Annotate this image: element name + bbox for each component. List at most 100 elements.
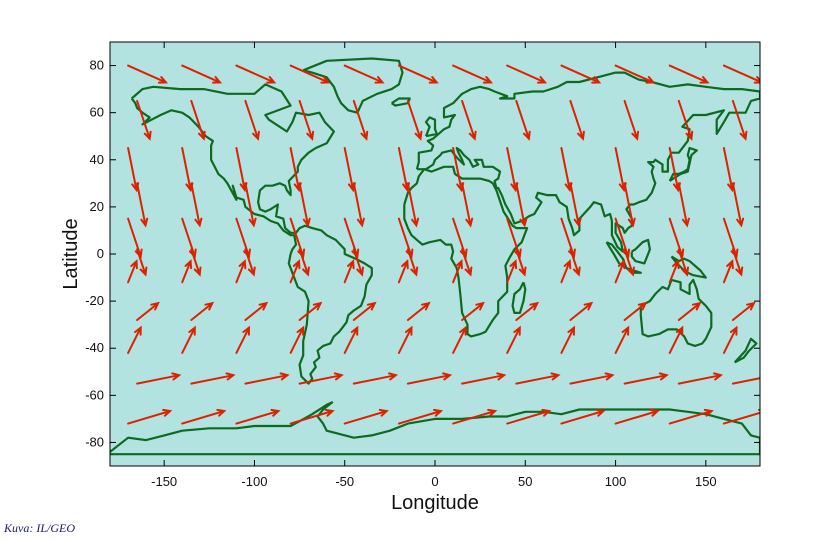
wind-vector (668, 408, 714, 425)
y-axis-label: Latitude (60, 218, 82, 289)
y-tick-label: -40 (85, 340, 104, 355)
wind-vector (352, 372, 399, 385)
wind-vector (136, 182, 149, 228)
coastline-3 (403, 165, 529, 338)
wind-vector (569, 99, 585, 141)
wind-vector (731, 99, 748, 141)
wind-vector (722, 408, 760, 425)
y-tick-label: -60 (85, 387, 104, 402)
wind-vector (506, 408, 552, 425)
wind-vector (136, 372, 182, 385)
wind-vector (298, 372, 344, 385)
wind-vector (515, 182, 528, 228)
wind-vector (677, 248, 689, 277)
coastline-14 (110, 401, 760, 456)
wind-vector (515, 301, 540, 321)
wind-vector (569, 248, 581, 277)
wind-vector (298, 99, 315, 141)
coastline-10 (668, 146, 698, 182)
wind-vector (244, 248, 256, 277)
wind-vector (731, 248, 744, 277)
y-tick-label: 60 (90, 105, 104, 120)
wind-vector (614, 64, 656, 84)
wind-vector (406, 99, 423, 141)
wind-vector (461, 99, 477, 141)
wind-vector (235, 325, 251, 354)
wind-vector (136, 248, 148, 277)
wind-vector (668, 64, 710, 84)
wind-vector (506, 325, 521, 354)
wind-vector (614, 259, 626, 284)
wind-vector (406, 301, 431, 321)
wind-vector (181, 408, 227, 425)
wind-vector (506, 259, 518, 284)
wind-vector (190, 301, 215, 321)
wind-vector (352, 99, 369, 141)
x-tick-label: 50 (518, 474, 532, 489)
wind-vector (461, 372, 507, 385)
wind-vector (569, 372, 615, 385)
wind-vector (397, 64, 439, 84)
wind-vector (397, 408, 444, 425)
wind-vector (461, 301, 485, 321)
image-credit: Kuva: IL/GEO (4, 521, 75, 535)
wind-vector (352, 182, 365, 228)
wind-vector (235, 64, 277, 84)
wind-vector (397, 259, 409, 284)
coastline-2 (415, 71, 760, 253)
wind-vector (668, 325, 684, 354)
x-tick-label: -100 (241, 474, 267, 489)
wind-vector (244, 99, 260, 141)
wind-vector (136, 301, 160, 321)
ocean-background (110, 42, 760, 466)
wind-vector (722, 64, 760, 84)
wind-vector (731, 301, 756, 321)
wind-vector (722, 325, 738, 354)
wind-vector (190, 182, 203, 228)
wind-vector (127, 325, 142, 354)
wind-vector (289, 259, 301, 284)
wind-vector (515, 248, 527, 277)
wind-vector (506, 64, 548, 84)
wind-vector (668, 259, 680, 284)
wind-vector (452, 325, 467, 354)
wind-vector (127, 408, 173, 425)
wind-vector (244, 182, 257, 228)
wind-vector (298, 248, 310, 277)
wind-vector (181, 64, 223, 84)
wind-vector (623, 99, 640, 141)
wind-vector (677, 301, 702, 321)
coastline-8 (630, 238, 652, 265)
wind-vector (289, 64, 331, 84)
wind-vector (127, 259, 138, 284)
y-tick-label: 20 (90, 199, 104, 214)
y-tick-label: 0 (97, 246, 104, 261)
wind-vector (722, 259, 734, 284)
wind-vector (677, 99, 694, 141)
wind-vector (298, 301, 323, 321)
wind-vector (515, 372, 561, 385)
wind-vector (343, 259, 355, 284)
wind-vector (352, 248, 364, 277)
axis-ticks: -150 -100 -50 0 50 100 150 80 60 40 20 0 -20 -40 -60 -8… (85, 42, 760, 489)
wind-vector (623, 301, 648, 321)
x-tick-label: 100 (605, 474, 627, 489)
wind-vector (190, 248, 202, 277)
wind-vector (181, 259, 193, 284)
x-tick-label: -50 (335, 474, 354, 489)
wind-vector (127, 64, 169, 84)
wind-vector (352, 301, 377, 321)
x-axis-label: Longitude (391, 492, 479, 514)
wind-vector (614, 408, 660, 425)
wind-vector (569, 182, 582, 228)
wind-vector (235, 259, 247, 284)
wind-vector (244, 301, 269, 321)
x-tick-label: 150 (695, 474, 717, 489)
coastline-5 (639, 278, 713, 347)
wind-vector (406, 372, 453, 385)
coastline-13 (733, 337, 758, 364)
wind-vector (560, 259, 572, 284)
wind-vector (397, 325, 413, 354)
wind-vector (343, 325, 359, 354)
